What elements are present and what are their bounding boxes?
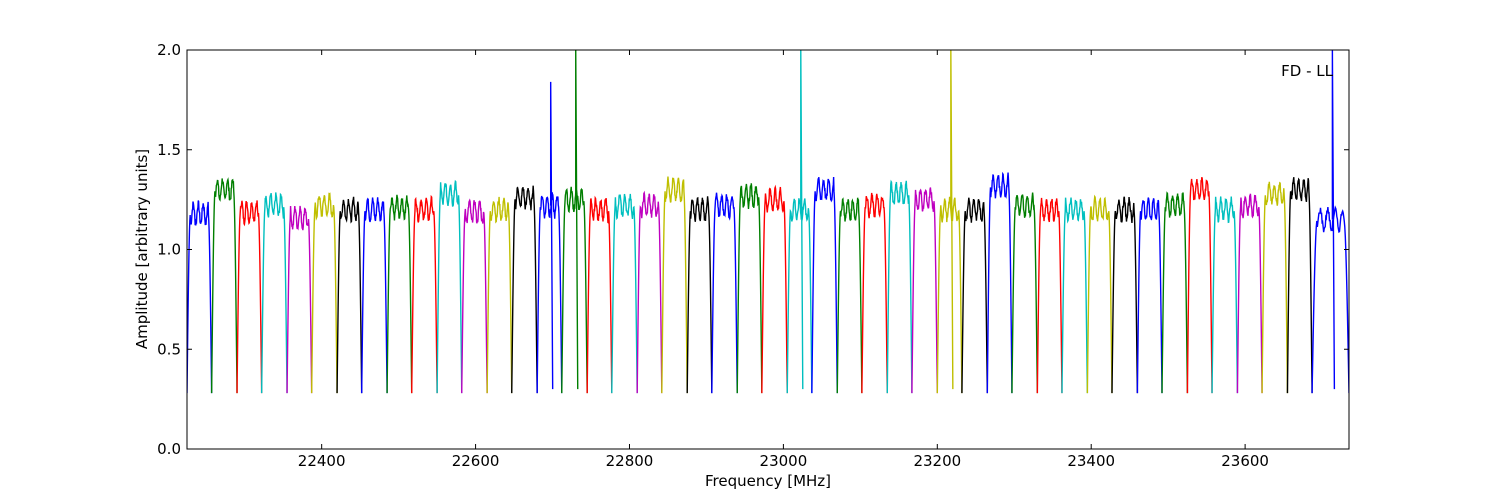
series-line [961, 197, 989, 394]
annotation-label: FD - LL [1281, 62, 1333, 80]
series-line [411, 194, 438, 394]
series-line [310, 192, 338, 394]
series-line [360, 197, 388, 394]
series-line [1011, 192, 1039, 394]
x-tick-label: 23600 [1221, 452, 1269, 470]
series-line [886, 179, 913, 394]
x-tick-label: 23000 [760, 452, 808, 470]
series-line [461, 198, 488, 394]
y-tick-label: 2.0 [157, 41, 181, 59]
series-line [761, 184, 788, 394]
y-tick-label: 0.0 [157, 440, 181, 458]
series-line [260, 192, 288, 394]
series-line [936, 50, 963, 394]
y-axis-label: Amplitude [arbitrary units] [133, 149, 151, 349]
series-line [586, 195, 613, 394]
series-line [486, 196, 513, 394]
series-line [336, 196, 363, 394]
series-line [511, 185, 538, 394]
series-line [1086, 194, 1113, 394]
series-line [1211, 196, 1239, 394]
series-line [736, 183, 763, 394]
series-line [861, 192, 888, 394]
y-tick-label: 0.5 [157, 340, 181, 358]
series-line [636, 190, 663, 394]
series-line [811, 177, 838, 394]
x-tick-label: 22800 [606, 452, 654, 470]
series-line [187, 200, 213, 394]
series-line [561, 50, 588, 394]
series-line [661, 176, 688, 394]
ticks-layer: 22400 22600 22800 23000 23200 23400 23600 0.0 0.… [157, 41, 1349, 470]
series-line [1061, 197, 1089, 394]
series-line [711, 192, 738, 394]
y-tick-label: 1.0 [157, 241, 181, 259]
series-line [1036, 197, 1063, 394]
series-line [436, 179, 463, 394]
series-line [1261, 181, 1289, 394]
series-line [236, 200, 263, 394]
series-line [611, 193, 638, 394]
x-tick-label: 23400 [1067, 452, 1115, 470]
y-tick-label: 1.5 [157, 141, 181, 159]
series-line [911, 187, 938, 394]
x-tick-label: 23200 [913, 452, 961, 470]
x-axis-label: Frequency [MHz] [705, 472, 831, 490]
series-layer [187, 50, 1349, 394]
series-line [686, 196, 713, 394]
series-line [1136, 197, 1163, 394]
series-line [786, 50, 813, 394]
series-line [1111, 196, 1139, 394]
series-line [286, 205, 313, 394]
series-line [1161, 191, 1189, 394]
x-tick-label: 22600 [452, 452, 500, 470]
series-line [1186, 177, 1213, 394]
series-line [986, 171, 1013, 394]
series-line [1311, 50, 1349, 394]
x-tick-label: 22400 [298, 452, 346, 470]
series-line [1236, 193, 1263, 394]
series-line [386, 194, 413, 394]
series-line [1286, 177, 1313, 394]
series-line [536, 81, 563, 394]
series-line [210, 177, 238, 394]
series-line [836, 197, 863, 394]
plot-background [187, 50, 1349, 449]
